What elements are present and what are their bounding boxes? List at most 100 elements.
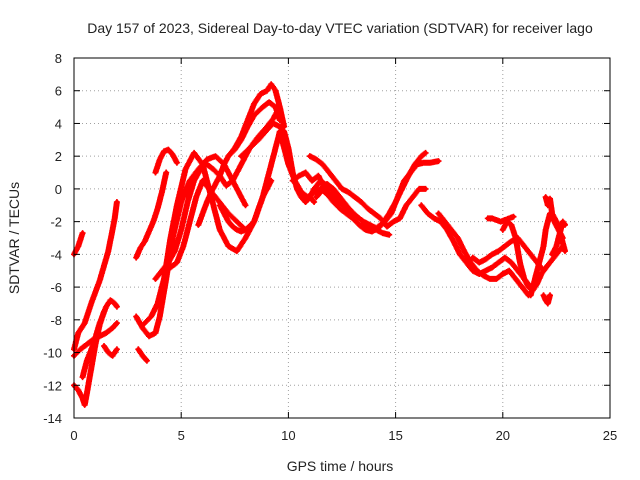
data-point: [562, 248, 568, 254]
data-point: [286, 162, 291, 167]
data-point: [468, 260, 473, 265]
data-point: [234, 227, 240, 232]
data-point: [277, 124, 282, 129]
data-point: [172, 248, 177, 254]
data-point: [504, 219, 510, 224]
data-point: [151, 219, 156, 224]
data-point: [200, 178, 205, 183]
data-point: [142, 239, 147, 244]
data-point: [89, 366, 94, 372]
series-arc-6: [101, 343, 120, 359]
x-tick-label: 25: [603, 428, 617, 443]
data-point: [549, 211, 555, 216]
data-point: [500, 271, 505, 277]
data-point: [97, 278, 102, 283]
data-point: [410, 194, 415, 200]
data-point: [84, 342, 90, 347]
data-point: [144, 358, 150, 363]
data-point: [324, 183, 330, 188]
data-point: [142, 320, 147, 326]
x-tick-label: 15: [388, 428, 402, 443]
data-points: [71, 81, 568, 408]
data-point: [489, 265, 495, 270]
data-point: [239, 162, 244, 167]
x-tick-label: 0: [70, 428, 77, 443]
data-point: [372, 211, 377, 216]
data-point: [260, 104, 265, 110]
data-point: [423, 150, 428, 156]
data-point: [318, 190, 323, 195]
data-point: [350, 211, 355, 216]
data-point: [320, 162, 325, 167]
data-point: [547, 260, 553, 265]
data-point: [507, 268, 512, 273]
data-point: [191, 178, 197, 183]
data-point: [296, 173, 302, 178]
data-point: [226, 219, 231, 224]
data-point: [153, 276, 158, 282]
data-point: [271, 121, 276, 126]
data-point: [365, 206, 370, 211]
data-point: [155, 301, 160, 306]
data-point: [337, 206, 343, 211]
data-point: [543, 265, 548, 270]
data-point: [204, 162, 210, 167]
data-point: [329, 194, 334, 200]
data-point: [209, 190, 214, 195]
data-point: [346, 190, 351, 195]
data-point: [513, 235, 518, 241]
data-point: [442, 219, 448, 224]
data-point: [543, 227, 548, 232]
data-point: [489, 252, 495, 257]
data-point: [134, 314, 139, 319]
data-point: [266, 100, 272, 105]
data-point: [140, 353, 145, 358]
data-point: [344, 206, 349, 211]
data-point: [496, 260, 501, 265]
data-point: [554, 219, 559, 224]
y-tick-label: -4: [50, 247, 62, 262]
data-point: [114, 320, 120, 326]
data-point: [217, 173, 222, 178]
data-point: [243, 227, 248, 232]
data-point: [80, 374, 85, 380]
data-point: [174, 260, 180, 265]
data-point: [76, 244, 81, 249]
data-point: [194, 194, 199, 200]
data-point: [217, 203, 222, 208]
data-point: [84, 391, 90, 396]
data-point: [157, 314, 162, 319]
data-point: [112, 216, 117, 221]
data-point: [183, 167, 188, 172]
y-axis-label: SDTVAR / TECUs: [6, 182, 22, 294]
data-point: [384, 224, 390, 229]
data-point: [264, 127, 270, 133]
data-point: [153, 330, 158, 336]
series-arc-23: [366, 225, 393, 238]
data-point: [547, 196, 553, 201]
data-point: [181, 244, 186, 249]
data-point: [221, 162, 227, 167]
x-axis-label: GPS time / hours: [287, 458, 394, 474]
data-point: [485, 216, 490, 221]
data-point: [251, 219, 257, 224]
data-point: [78, 347, 83, 352]
data-point: [539, 271, 544, 277]
data-point: [554, 244, 559, 249]
data-point: [226, 154, 231, 159]
data-point: [224, 183, 229, 188]
series-arc-9: [135, 346, 150, 364]
data-point: [363, 227, 368, 232]
data-point: [114, 347, 120, 352]
data-point: [91, 342, 96, 347]
y-tick-label: -6: [50, 280, 62, 295]
data-point: [549, 252, 555, 257]
series-arc-20: [306, 153, 429, 230]
data-point: [239, 229, 244, 234]
data-point: [470, 255, 475, 260]
data-point: [487, 276, 493, 282]
data-point: [260, 194, 265, 200]
series-arc-7: [133, 169, 170, 261]
data-point: [251, 101, 257, 107]
data-point: [164, 170, 169, 175]
